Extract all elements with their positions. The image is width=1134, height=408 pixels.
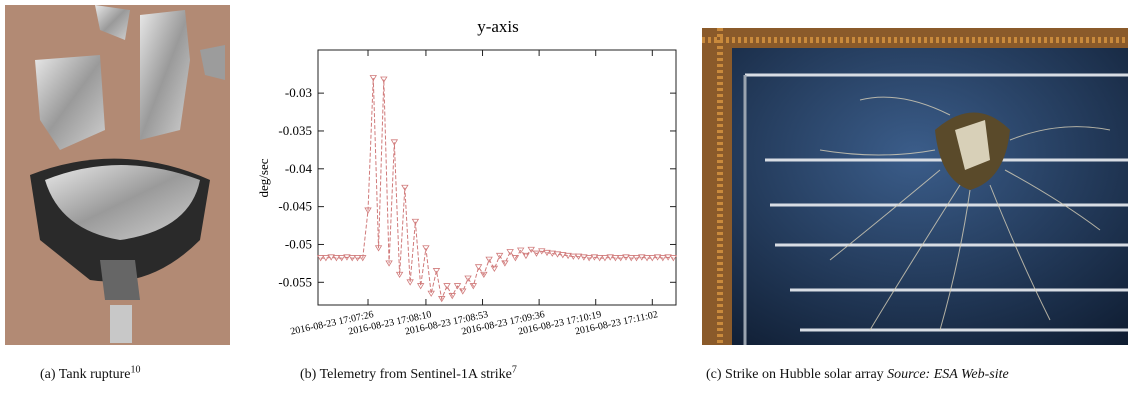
point-marker: [548, 250, 556, 257]
photo-tank-rupture: [5, 5, 230, 345]
point-marker: [364, 207, 372, 214]
point-marker: [348, 255, 356, 262]
point-marker: [316, 255, 325, 262]
point-marker: [427, 290, 435, 297]
point-marker: [559, 252, 567, 259]
photo-hubble-solar-array: [702, 28, 1128, 345]
point-marker: [390, 139, 399, 146]
point-marker: [653, 254, 662, 261]
point-marker: [416, 283, 425, 290]
series-line: [320, 77, 674, 301]
caption-text: (c) Strike on Hubble solar array: [706, 367, 884, 382]
point-marker: [443, 283, 451, 290]
point-marker: [643, 255, 651, 262]
point-marker: [617, 255, 625, 262]
point-marker: [453, 283, 462, 290]
caption-text: (a) Tank rupture: [40, 367, 131, 382]
point-marker: [622, 254, 630, 261]
point-marker: [595, 255, 604, 262]
point-marker: [574, 253, 583, 260]
point-marker: [406, 279, 414, 286]
point-marker: [611, 255, 620, 262]
point-marker: [543, 249, 551, 257]
point-marker: [601, 255, 609, 262]
point-marker: [395, 271, 404, 279]
point-marker: [480, 271, 488, 279]
caption-text: (b) Telemetry from Sentinel-1A strike: [300, 367, 512, 382]
point-marker: [485, 256, 493, 263]
y-tick-label: -0.045: [278, 199, 312, 214]
point-marker: [474, 264, 483, 271]
point-marker: [380, 76, 388, 83]
point-marker: [516, 247, 525, 254]
point-marker: [569, 253, 578, 260]
point-marker: [332, 255, 341, 262]
y-tick-label: -0.03: [285, 85, 312, 100]
point-marker: [322, 255, 330, 262]
point-marker: [606, 254, 614, 261]
point-marker: [553, 251, 562, 258]
point-marker: [527, 246, 535, 254]
point-marker: [490, 265, 499, 272]
caption-a: (a) Tank rupture10: [40, 364, 141, 386]
point-marker: [438, 296, 446, 303]
y-tick-label: -0.05: [285, 236, 312, 251]
point-marker: [590, 254, 599, 261]
point-marker: [385, 260, 393, 267]
y-tick-label: -0.055: [278, 274, 312, 289]
point-marker: [511, 255, 520, 262]
point-marker: [495, 252, 504, 260]
point-marker: [648, 255, 657, 262]
caption-source: Source: ESA Web-site: [887, 367, 1009, 382]
point-marker: [327, 254, 335, 261]
point-marker: [374, 245, 383, 252]
y-tick-label: -0.035: [278, 123, 312, 138]
point-marker: [669, 255, 678, 262]
point-marker: [401, 184, 409, 191]
caption-ref: 7: [511, 364, 517, 376]
point-marker: [448, 293, 456, 300]
point-marker: [359, 255, 367, 262]
point-marker: [353, 255, 362, 262]
point-marker: [632, 255, 641, 262]
point-marker: [538, 248, 546, 255]
point-marker: [627, 255, 635, 262]
point-marker: [564, 252, 572, 260]
point-marker: [580, 254, 588, 261]
point-marker: [501, 260, 509, 267]
point-marker: [422, 245, 430, 252]
point-marker: [459, 288, 467, 295]
caption-c: (c) Strike on Hubble solar array Source:…: [706, 364, 1126, 386]
point-marker: [638, 254, 646, 261]
plot-frame: [317, 49, 677, 306]
chart-title: y-axis: [477, 17, 519, 36]
point-marker: [411, 218, 420, 226]
y-tick-label: -0.04: [285, 161, 313, 176]
y-axis-label: deg/sec: [256, 158, 271, 197]
point-marker: [343, 254, 351, 261]
point-marker: [506, 249, 514, 256]
point-marker: [664, 254, 672, 261]
point-marker: [464, 275, 472, 282]
point-marker: [469, 283, 478, 290]
chart: y-axis deg/sec -0.055 -0.05 -0.045 -0.04 -0.…: [256, 17, 678, 338]
point-marker: [585, 255, 593, 262]
point-marker: [659, 255, 667, 262]
point-marker: [532, 250, 541, 257]
caption-ref: 10: [130, 364, 141, 376]
point-marker: [432, 268, 441, 275]
caption-b: (b) Telemetry from Sentinel-1A strike7: [300, 364, 517, 386]
point-marker: [522, 252, 530, 260]
point-marker: [337, 255, 346, 262]
point-marker: [369, 75, 377, 82]
